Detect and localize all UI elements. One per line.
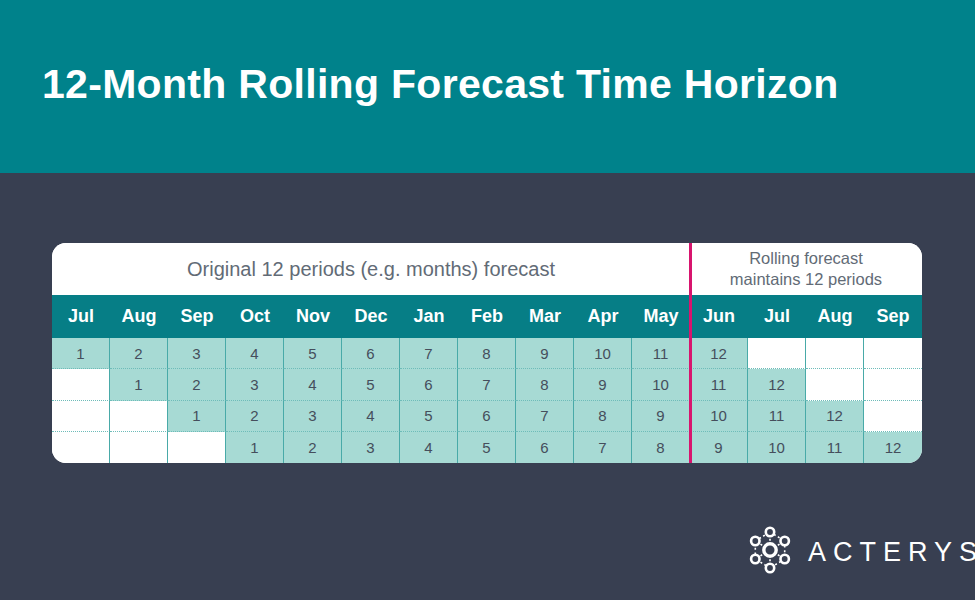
period-cell: 7: [400, 338, 458, 369]
period-cell: 8: [458, 338, 516, 369]
period-cell: 3: [284, 401, 342, 432]
period-cell: 10: [690, 401, 748, 432]
empty-cell: [52, 401, 110, 432]
month-cell: May: [632, 295, 690, 338]
period-cell: 2: [284, 432, 342, 463]
month-cell: Aug: [110, 295, 168, 338]
period-cell: 6: [400, 369, 458, 400]
period-cell: 5: [284, 338, 342, 369]
table-row: 123456789101112: [52, 369, 922, 400]
rolling-forecast-caption-line1: Rolling forecast: [749, 248, 863, 269]
period-cell: 6: [342, 338, 400, 369]
rolling-forecast-caption: Rolling forecast maintains 12 periods: [690, 243, 922, 295]
period-cell: 2: [110, 338, 168, 369]
period-cell: 2: [226, 401, 284, 432]
month-cell: Jul: [52, 295, 110, 338]
period-cell: 6: [458, 401, 516, 432]
empty-cell: [52, 369, 110, 400]
month-cell: Oct: [226, 295, 284, 338]
period-cell: 3: [226, 369, 284, 400]
period-cell: 4: [284, 369, 342, 400]
period-cell: 11: [632, 338, 690, 369]
empty-cell: [110, 401, 168, 432]
month-cell: Nov: [284, 295, 342, 338]
period-cell: 11: [748, 401, 806, 432]
original-periods-caption: Original 12 periods (e.g. months) foreca…: [52, 243, 690, 295]
period-cell: 1: [110, 369, 168, 400]
table-row: 123456789101112: [52, 401, 922, 432]
period-cell: 12: [806, 401, 864, 432]
period-cell: 7: [516, 401, 574, 432]
empty-cell: [110, 432, 168, 463]
month-cell: Jun: [690, 295, 748, 338]
empty-cell: [864, 401, 922, 432]
empty-cell: [864, 369, 922, 400]
month-cell: Jan: [400, 295, 458, 338]
period-cell: 10: [632, 369, 690, 400]
period-cell: 10: [748, 432, 806, 463]
period-cell: 11: [806, 432, 864, 463]
period-cell: 1: [52, 338, 110, 369]
empty-cell: [748, 338, 806, 369]
table-body: 1234567891011121234567891011121234567891…: [52, 338, 922, 463]
period-cell: 11: [690, 369, 748, 400]
month-cell: Sep: [168, 295, 226, 338]
table-row: 123456789101112: [52, 432, 922, 463]
acterys-logo: ACTERYS: [746, 524, 975, 580]
period-cell: 12: [864, 432, 922, 463]
period-cell: 4: [226, 338, 284, 369]
acterys-logo-icon: [746, 524, 794, 580]
period-cell: 9: [574, 369, 632, 400]
empty-cell: [806, 369, 864, 400]
empty-cell: [806, 338, 864, 369]
period-cell: 4: [342, 401, 400, 432]
empty-cell: [52, 432, 110, 463]
period-cell: 2: [168, 369, 226, 400]
rolling-split-divider: [689, 243, 692, 463]
period-cell: 12: [690, 338, 748, 369]
month-cell: Jul: [748, 295, 806, 338]
month-cell: Dec: [342, 295, 400, 338]
period-cell: 5: [400, 401, 458, 432]
month-cell: Sep: [864, 295, 922, 338]
rolling-forecast-caption-line2: maintains 12 periods: [730, 269, 882, 290]
period-cell: 3: [342, 432, 400, 463]
table-row: 123456789101112: [52, 338, 922, 369]
period-cell: 3: [168, 338, 226, 369]
rolling-forecast-table: Original 12 periods (e.g. months) foreca…: [52, 243, 922, 463]
period-cell: 1: [168, 401, 226, 432]
period-cell: 9: [690, 432, 748, 463]
period-cell: 8: [632, 432, 690, 463]
period-cell: 6: [516, 432, 574, 463]
month-cell: Feb: [458, 295, 516, 338]
period-cell: 5: [458, 432, 516, 463]
period-cell: 10: [574, 338, 632, 369]
period-cell: 9: [516, 338, 574, 369]
month-cell: Mar: [516, 295, 574, 338]
empty-cell: [168, 432, 226, 463]
page-title: 12-Month Rolling Forecast Time Horizon: [42, 61, 839, 108]
empty-cell: [864, 338, 922, 369]
period-cell: 7: [574, 432, 632, 463]
period-cell: 1: [226, 432, 284, 463]
month-cell: Apr: [574, 295, 632, 338]
period-cell: 5: [342, 369, 400, 400]
table-caption-row: Original 12 periods (e.g. months) foreca…: [52, 243, 922, 295]
month-cell: Aug: [806, 295, 864, 338]
period-cell: 8: [516, 369, 574, 400]
month-header-row: JulAugSepOctNovDecJanFebMarAprMayJunJulA…: [52, 295, 922, 338]
period-cell: 7: [458, 369, 516, 400]
period-cell: 4: [400, 432, 458, 463]
period-cell: 9: [632, 401, 690, 432]
acterys-logo-text: ACTERYS: [808, 537, 975, 568]
period-cell: 8: [574, 401, 632, 432]
period-cell: 12: [748, 369, 806, 400]
